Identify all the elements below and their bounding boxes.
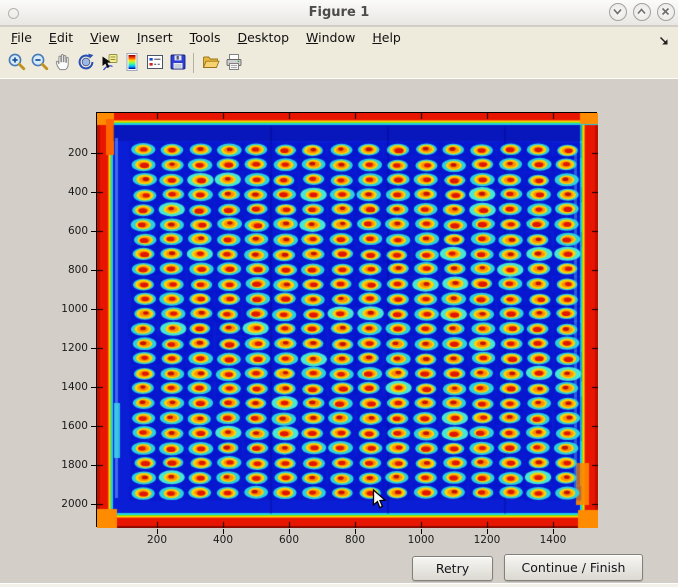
- menu-item-edit[interactable]: Edit: [48, 30, 74, 45]
- y-tick-mark: [91, 153, 96, 154]
- figure-canvas-area: 200 400 600 800 1000 1200 1400 200 400 600 800 1000…: [0, 80, 678, 583]
- x-tick-label: 200: [146, 534, 168, 546]
- y-tick-label: 1400: [61, 381, 88, 393]
- x-tick-label: 800: [344, 534, 366, 546]
- y-tick-label: 1000: [61, 303, 88, 315]
- x-tick-mark: [355, 529, 356, 534]
- print-button[interactable]: [222, 51, 245, 75]
- open-folder-icon: [201, 52, 221, 75]
- x-tick-label: 1000: [407, 534, 435, 546]
- window-bottom-border: [0, 583, 678, 587]
- menu-item-help[interactable]: Help: [372, 30, 401, 45]
- retry-button[interactable]: Retry: [412, 556, 493, 581]
- data-cursor-button[interactable]: [97, 51, 120, 75]
- maximize-button[interactable]: [633, 3, 651, 21]
- plate-image-canvas[interactable]: [97, 113, 598, 528]
- y-tick-label: 1200: [61, 342, 88, 354]
- window-title: Figure 1: [308, 5, 370, 20]
- y-tick-label: 1800: [61, 459, 88, 471]
- x-tick-label: 400: [212, 534, 234, 546]
- y-tick-label: 200: [67, 147, 88, 159]
- y-tick-label: 1600: [61, 420, 88, 432]
- y-tick-mark: [91, 465, 96, 466]
- x-tick-mark: [157, 529, 158, 534]
- zoom-out-button[interactable]: [28, 51, 51, 75]
- y-tick-label: 600: [67, 225, 88, 237]
- dock-arrow-icon[interactable]: [658, 32, 670, 51]
- axes-plot-area[interactable]: [96, 112, 598, 528]
- window-menu-icon[interactable]: [8, 8, 19, 19]
- x-tick-mark: [289, 529, 290, 534]
- x-tick-label: 1200: [473, 534, 501, 546]
- y-tick-label: 400: [67, 186, 88, 198]
- y-tick-mark: [91, 348, 96, 349]
- rotate-3d-button[interactable]: [74, 51, 97, 75]
- titlebar: Figure 1: [0, 0, 678, 26]
- x-tick-label: 600: [278, 534, 300, 546]
- open-folder-button[interactable]: [199, 51, 222, 75]
- colorbar-button[interactable]: [120, 51, 143, 75]
- menubar: File Edit View Insert Tools Desktop Window Help: [0, 27, 678, 48]
- y-tick-label: 2000: [61, 498, 88, 510]
- pan-hand-icon: [53, 52, 73, 75]
- x-tick-label: 1400: [539, 534, 567, 546]
- save-icon: [168, 52, 188, 75]
- figure-toolbar: [0, 48, 678, 79]
- legend-button[interactable]: [143, 51, 166, 75]
- colorbar-icon: [122, 52, 142, 75]
- close-button[interactable]: [657, 3, 675, 21]
- menu-item-tools[interactable]: Tools: [189, 30, 221, 45]
- x-tick-mark: [223, 529, 224, 534]
- zoom-in-icon: [7, 52, 27, 75]
- print-icon: [224, 52, 244, 75]
- y-tick-label: 800: [67, 264, 88, 276]
- pan-hand-button[interactable]: [51, 51, 74, 75]
- menu-item-desktop[interactable]: Desktop: [237, 30, 290, 45]
- zoom-in-button[interactable]: [5, 51, 28, 75]
- y-tick-mark: [91, 504, 96, 505]
- y-tick-mark: [91, 192, 96, 193]
- y-tick-mark: [91, 309, 96, 310]
- x-tick-mark: [553, 529, 554, 534]
- x-tick-mark: [421, 529, 422, 534]
- menu-item-view[interactable]: View: [90, 30, 120, 45]
- x-tick-mark: [487, 529, 488, 534]
- continue-finish-button[interactable]: Continue / Finish: [504, 554, 643, 581]
- y-tick-mark: [91, 231, 96, 232]
- toolbar-separator: [193, 53, 194, 73]
- data-cursor-icon: [99, 52, 119, 75]
- y-tick-mark: [91, 270, 96, 271]
- menu-item-file[interactable]: File: [11, 30, 32, 45]
- legend-icon: [145, 52, 165, 75]
- save-button[interactable]: [166, 51, 189, 75]
- y-tick-mark: [91, 426, 96, 427]
- menu-item-window[interactable]: Window: [306, 30, 356, 45]
- rotate-3d-icon: [76, 52, 96, 75]
- shade-button[interactable]: [609, 3, 627, 21]
- zoom-out-icon: [30, 52, 50, 75]
- menu-item-insert[interactable]: Insert: [136, 30, 173, 45]
- y-tick-mark: [91, 387, 96, 388]
